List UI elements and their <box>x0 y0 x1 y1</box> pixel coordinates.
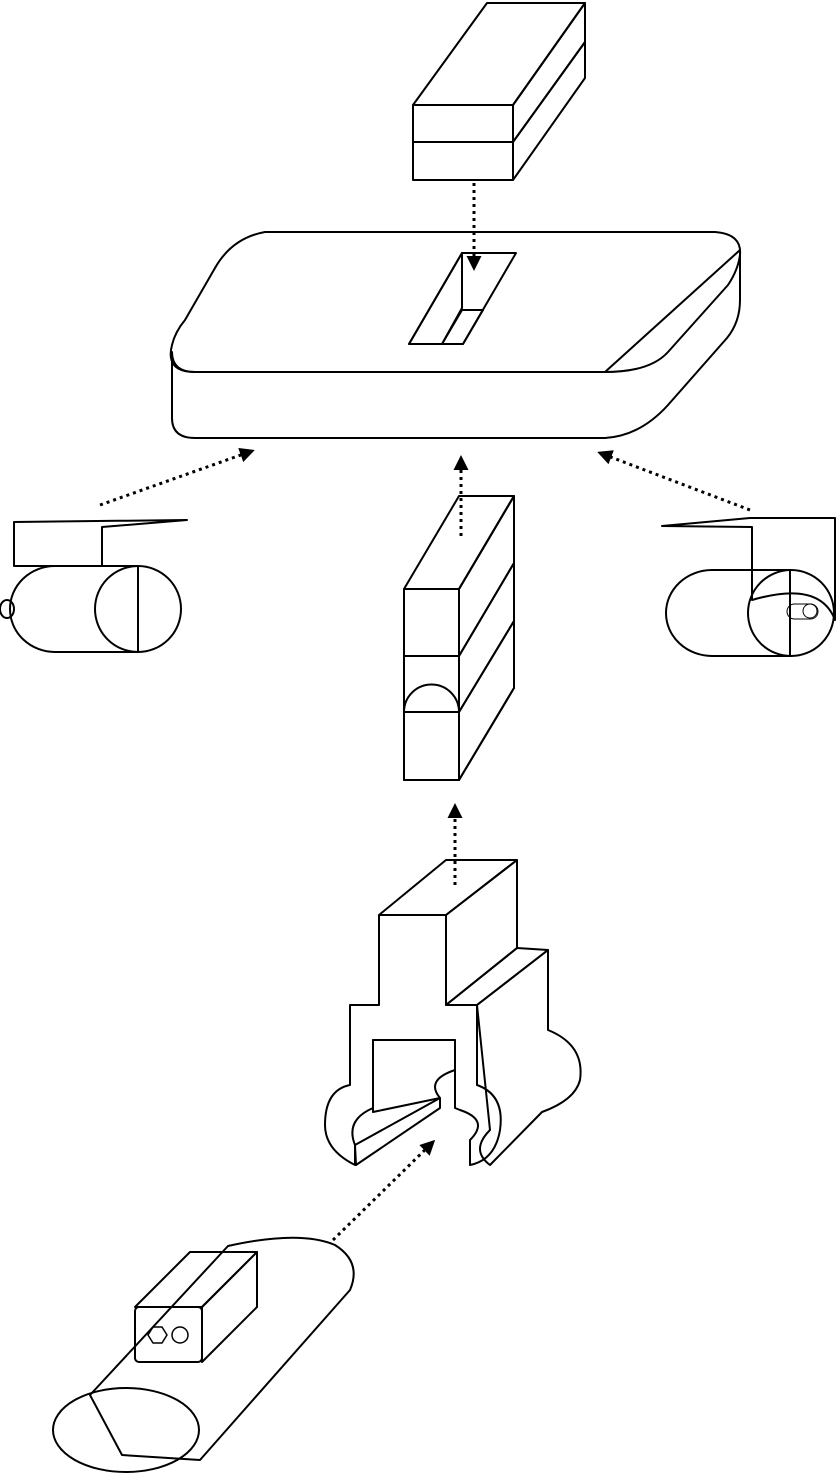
channel-side-lower <box>476 949 582 1166</box>
channel-front <box>324 914 502 1166</box>
blue-block-side-lower <box>512 41 586 181</box>
clamp-side-upper <box>458 495 515 657</box>
arrow-tube-to-channel <box>331 1139 436 1242</box>
blue-block <box>412 2 586 181</box>
tube-end <box>52 1387 200 1473</box>
base-plate-slot-wall <box>408 252 463 345</box>
arrow-right-roller-to-plate <box>597 450 751 512</box>
right-roller-slot <box>786 603 819 620</box>
connector-face <box>134 1306 203 1363</box>
blue-block-side-upper <box>512 2 586 143</box>
base-plate <box>169 231 742 439</box>
connector-side <box>201 1251 258 1363</box>
right-roller-end-face <box>747 569 835 657</box>
right-roller-body <box>665 569 791 657</box>
clamp-band-front <box>403 655 460 713</box>
clamp-block <box>403 495 515 781</box>
tube-with-connector <box>52 1236 355 1473</box>
hex-nut-icon <box>147 1326 168 1344</box>
blue-block-front-lower <box>412 141 514 181</box>
clamp-top <box>403 495 515 590</box>
right-roller-pin <box>802 603 818 619</box>
channel-bracket <box>324 859 582 1166</box>
clamp-side-lower <box>458 620 515 781</box>
channel-inner-floor <box>354 1097 441 1166</box>
base-plate-slot-opening <box>441 309 484 345</box>
right-roller-assembly <box>661 517 836 657</box>
channel-top <box>378 859 518 916</box>
clamp-arch <box>403 683 460 781</box>
left-roller-body <box>9 565 139 653</box>
arrow-left-roller-to-plate <box>99 447 255 507</box>
clamp-band-side <box>458 562 515 713</box>
assembly-arrows <box>99 183 751 1242</box>
tube-body <box>89 1236 355 1461</box>
round-socket-icon <box>171 1326 189 1344</box>
blue-block-front-upper <box>412 104 514 143</box>
channel-step-top <box>445 947 549 1006</box>
blue-block-top-face <box>412 2 586 106</box>
left-roller-end-face <box>94 565 182 653</box>
clamp-side-back <box>458 495 515 781</box>
right-bracket <box>661 517 836 621</box>
left-roller-assembly <box>0 519 188 653</box>
left-roller-axle <box>0 599 15 619</box>
base-plate-top-face <box>169 231 742 373</box>
channel-inner <box>372 1039 456 1113</box>
left-bracket <box>13 519 188 567</box>
